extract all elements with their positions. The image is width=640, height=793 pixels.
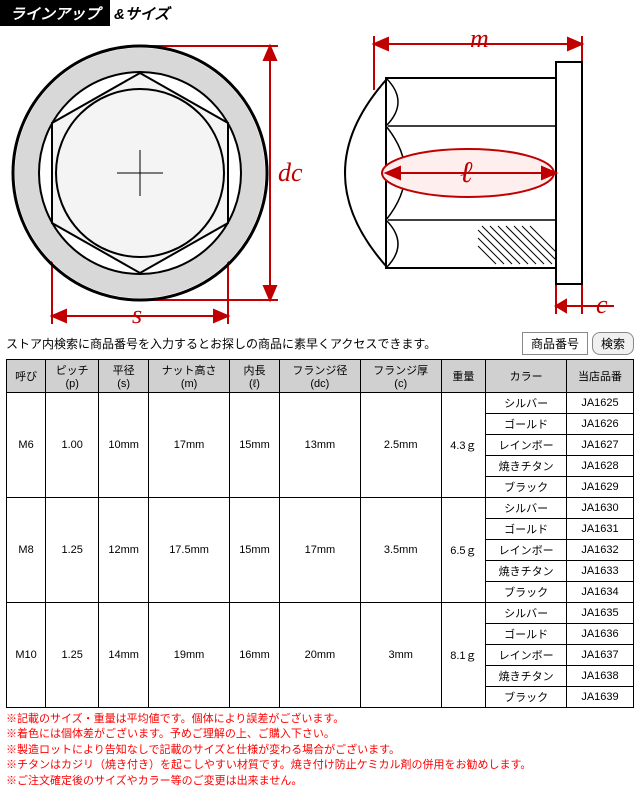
cell-code: JA1637 bbox=[567, 645, 634, 666]
table-header: フランジ径(dc) bbox=[279, 360, 360, 393]
cell-code: JA1626 bbox=[567, 414, 634, 435]
cell-code: JA1629 bbox=[567, 477, 634, 498]
cell-呼び: M10 bbox=[7, 603, 46, 708]
cell-color: 焼きチタン bbox=[486, 666, 567, 687]
search-row: ストア内検索に商品番号を入力するとお探しの商品に素早くアクセスできます。 商品番… bbox=[0, 330, 640, 357]
diagram-side-view: m ℓ c bbox=[330, 30, 630, 330]
table-row: M101.2514mm19mm16mm20mm3mm8.1ｇシルバーJA1635 bbox=[7, 603, 634, 624]
cell-code: JA1628 bbox=[567, 456, 634, 477]
cell-color: シルバー bbox=[486, 603, 567, 624]
cell-呼び: M8 bbox=[7, 498, 46, 603]
cell-color: レインボー bbox=[486, 435, 567, 456]
table-header: ナット高さ(m) bbox=[149, 360, 230, 393]
cell-dc: 20mm bbox=[279, 603, 360, 708]
note-line: ※製造ロットにより告知なしで記載のサイズと仕様が変わる場合がございます。 bbox=[6, 743, 634, 758]
cell-code: JA1632 bbox=[567, 540, 634, 561]
cell-code: JA1635 bbox=[567, 603, 634, 624]
header-dark: ラインアップ bbox=[0, 0, 110, 26]
cell-dc: 17mm bbox=[279, 498, 360, 603]
cell-m: 17mm bbox=[149, 393, 230, 498]
cell-p: 1.25 bbox=[46, 498, 99, 603]
diagram-top-view: dc s bbox=[10, 30, 310, 330]
cell-color: ゴールド bbox=[486, 414, 567, 435]
label-dc: dc bbox=[278, 158, 303, 188]
table-header: 重量 bbox=[441, 360, 486, 393]
cell-code: JA1634 bbox=[567, 582, 634, 603]
spec-table: 呼びピッチ(p)平径(s)ナット高さ(m)内長(ℓ)フランジ径(dc)フランジ厚… bbox=[6, 359, 634, 708]
table-header: 平径(s) bbox=[99, 360, 149, 393]
cell-s: 14mm bbox=[99, 603, 149, 708]
cell-l: 15mm bbox=[229, 393, 279, 498]
table-header: 当店品番 bbox=[567, 360, 634, 393]
cell-code: JA1627 bbox=[567, 435, 634, 456]
cell-code: JA1639 bbox=[567, 687, 634, 708]
cell-p: 1.25 bbox=[46, 603, 99, 708]
cell-code: JA1638 bbox=[567, 666, 634, 687]
cell-color: ブラック bbox=[486, 582, 567, 603]
table-header: 内長(ℓ) bbox=[229, 360, 279, 393]
cell-code: JA1630 bbox=[567, 498, 634, 519]
cell-color: ゴールド bbox=[486, 624, 567, 645]
diagrams: dc s bbox=[0, 26, 640, 330]
header: ラインアップ &サイズ bbox=[0, 0, 640, 26]
cell-l: 16mm bbox=[229, 603, 279, 708]
cell-color: ゴールド bbox=[486, 519, 567, 540]
search-button[interactable]: 検索 bbox=[592, 332, 634, 355]
cell-p: 1.00 bbox=[46, 393, 99, 498]
note-line: ※チタンはカジリ（焼き付き）を起こしやすい材質です。焼き付け防止ケミカル剤の併用… bbox=[6, 758, 634, 773]
cell-w: 4.3ｇ bbox=[441, 393, 486, 498]
cell-code: JA1636 bbox=[567, 624, 634, 645]
cell-s: 12mm bbox=[99, 498, 149, 603]
note-line: ※記載のサイズ・重量は平均値です。個体により誤差がございます。 bbox=[6, 712, 634, 727]
note-line: ※ご注文確定後のサイズやカラー等のご変更は出来ません。 bbox=[6, 774, 634, 789]
cell-c: 2.5mm bbox=[360, 393, 441, 498]
notes: ※記載のサイズ・重量は平均値です。個体により誤差がございます。※着色には個体差が… bbox=[0, 708, 640, 793]
cell-code: JA1633 bbox=[567, 561, 634, 582]
table-header: 呼び bbox=[7, 360, 46, 393]
cell-w: 6.5ｇ bbox=[441, 498, 486, 603]
cell-code: JA1631 bbox=[567, 519, 634, 540]
cell-color: シルバー bbox=[486, 498, 567, 519]
cell-c: 3mm bbox=[360, 603, 441, 708]
cell-color: レインボー bbox=[486, 540, 567, 561]
table-row: M61.0010mm17mm15mm13mm2.5mm4.3ｇシルバーJA162… bbox=[7, 393, 634, 414]
label-s: s bbox=[132, 300, 142, 330]
cell-color: シルバー bbox=[486, 393, 567, 414]
table-row: M81.2512mm17.5mm15mm17mm3.5mm6.5ｇシルバーJA1… bbox=[7, 498, 634, 519]
cell-color: 焼きチタン bbox=[486, 561, 567, 582]
cell-code: JA1625 bbox=[567, 393, 634, 414]
label-c: c bbox=[596, 290, 608, 320]
cell-m: 17.5mm bbox=[149, 498, 230, 603]
table-header: フランジ厚(c) bbox=[360, 360, 441, 393]
label-l: ℓ bbox=[460, 156, 473, 190]
cell-dc: 13mm bbox=[279, 393, 360, 498]
cell-color: レインボー bbox=[486, 645, 567, 666]
table-header: カラー bbox=[486, 360, 567, 393]
cell-m: 19mm bbox=[149, 603, 230, 708]
cell-color: ブラック bbox=[486, 477, 567, 498]
table-header: ピッチ(p) bbox=[46, 360, 99, 393]
cell-s: 10mm bbox=[99, 393, 149, 498]
cell-c: 3.5mm bbox=[360, 498, 441, 603]
cell-color: ブラック bbox=[486, 687, 567, 708]
cell-l: 15mm bbox=[229, 498, 279, 603]
cell-w: 8.1ｇ bbox=[441, 603, 486, 708]
header-light: &サイズ bbox=[110, 3, 173, 24]
label-m: m bbox=[470, 24, 489, 54]
cell-呼び: M6 bbox=[7, 393, 46, 498]
search-text: ストア内検索に商品番号を入力するとお探しの商品に素早くアクセスできます。 bbox=[6, 335, 518, 352]
note-line: ※着色には個体差がございます。予めご理解の上、ご購入下さい。 bbox=[6, 727, 634, 742]
cell-color: 焼きチタン bbox=[486, 456, 567, 477]
search-field[interactable]: 商品番号 bbox=[522, 332, 588, 355]
